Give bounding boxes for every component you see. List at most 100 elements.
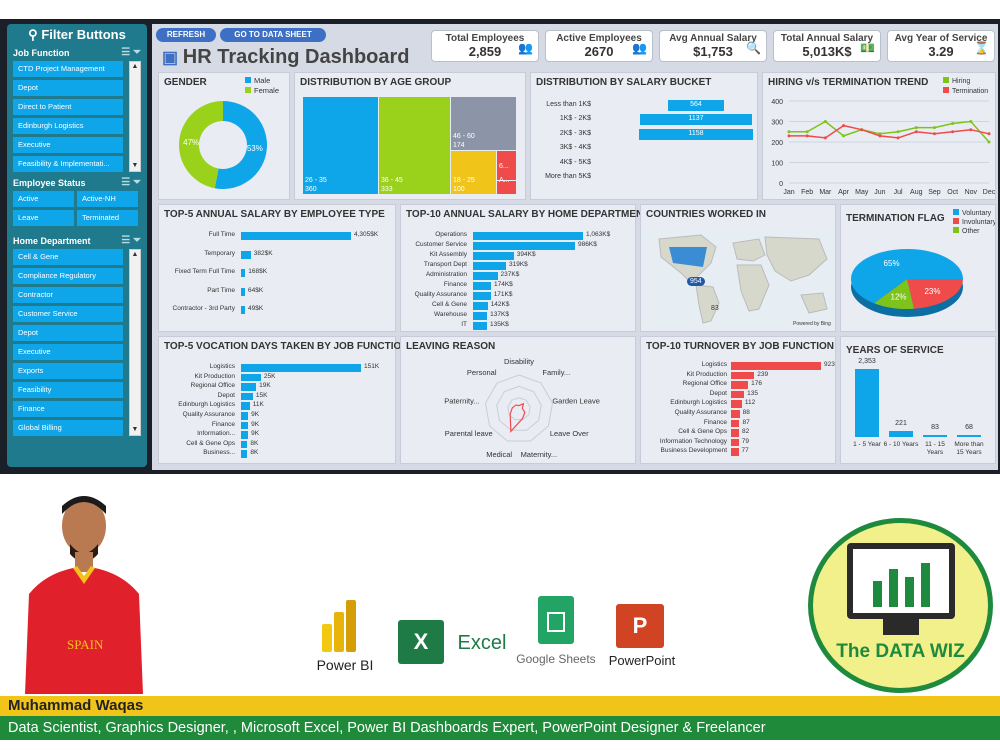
monitor-icon [847,543,955,619]
bar-category-label: Regional Office [682,380,727,388]
page-title: ▣ HR Tracking Dashboard [162,46,410,68]
bar-data-label: 171K$ [493,291,513,298]
slicer-item[interactable]: Edinburgh Logistics [13,118,123,134]
slicer-item[interactable]: CTD Project Management [13,61,123,77]
bar-data-label: 19K [259,382,271,390]
slicer-item[interactable]: Feasibility [13,382,123,398]
clear-filter-icon[interactable]: ☰ ⏷ [121,47,141,58]
age-cell: 46 - 60 174 [451,97,516,150]
slicer-item[interactable]: Feasibility & Implementati... [13,156,123,172]
y-tick-label: 400 [771,99,783,106]
bar [241,450,248,458]
slicer-item[interactable]: Contractor [13,287,123,303]
slicer-item[interactable]: Executive [13,344,123,360]
bucket-label: 4K$ - 5K$ [559,158,591,166]
radar-axis-label: Personal [467,368,497,377]
slicer-item[interactable]: Global Billing [13,420,123,436]
slicer-item[interactable]: Leave [13,210,74,226]
bar-category-label: Regional Office [190,382,235,390]
powerpoint-label: PowerPoint [608,653,676,668]
vacation-panel: TOP-5 VOCATION DAYS TAKEN BY JOB FUNCTIO… [158,336,408,464]
kpi-card-avg-salary: Avg Annual Salary $1,753 🔍 [659,30,767,62]
series-point [823,120,827,123]
logo-text: The DATA WIZ [836,641,965,662]
home-department-slicer: Cell & Gene Compliance Regulatory Contra… [13,249,141,436]
kpi-card-active-employees: Active Employees 2670 👥 [545,30,653,62]
x-tick-label: Jul [894,189,903,196]
radar-axis-label: Paternity... [444,397,479,406]
series-point [951,130,955,134]
bar-category-label: Cell & Gene Ops [186,439,235,447]
bar-data-label: 9K [251,420,260,428]
hiring-trend-panel: HIRING v/s TERMINATION TREND 0 100 200 300 4… [762,72,996,200]
slicer-item[interactable]: Active [13,191,74,207]
turnover-chart: Logistics 923 Kit Production 239 Regional Of… [641,357,837,463]
bar [473,322,487,330]
age-cell: 36 - 45 333 [379,97,450,194]
bar-category-label: Depot [709,389,727,397]
clear-filter-icon[interactable]: ☰ ⏷ [121,177,141,188]
sheets-logo [538,596,574,644]
age-treemap: 26 - 35 360 36 - 45 333 46 - 60 174 18 - 25 100… [303,97,517,195]
clear-filter-icon[interactable]: ☰ ⏷ [121,235,141,246]
bar [241,412,249,420]
bar-data-label: 112 [744,399,756,407]
legend-swatch [943,77,949,83]
bar [473,312,488,320]
slicer-item[interactable]: Active-NH [77,191,138,207]
bar [241,431,249,439]
excel-logo: X [398,620,444,664]
age-cell-label: 46 - 60 [453,133,475,140]
bar [731,419,740,428]
hiring-trend-line-chart: 0 100 200 300 400 Jan Feb Mar Apr May Jun Jul Aug Sep… [771,77,995,196]
slicer-item[interactable]: Cell & Gene [13,249,123,265]
radar-axis-label: Disability [504,357,534,366]
bar [473,252,514,260]
bar [241,373,261,382]
slicer-item[interactable]: Depot [13,80,123,96]
legend-swatch [245,87,251,93]
x-tick-label: Jan [783,189,794,196]
powerpoint-logo: P [616,604,664,648]
y-tick-label: 200 [771,140,783,147]
bucket-data-label: 1137 [688,115,704,123]
radar-axis-label: Garden Leave [552,397,600,406]
slicer-scrollbar[interactable]: ▲ ▼ [129,61,141,172]
data-wiz-logo: The DATA WIZ [808,518,993,693]
bar-category-label: Quality Assurance [674,409,727,416]
x-tick-label: Dec [983,189,995,196]
series-point [878,134,882,138]
bar-data-label: 382$K [253,249,273,257]
age-cell-label: A... [499,177,510,184]
bar [731,371,755,380]
radar-grid [496,385,542,431]
y-tick-label: 300 [771,120,783,127]
bucket-bar: 564 [668,100,724,111]
gender-panel: GENDER 53% 47% Male Female [158,72,290,200]
series-point [878,132,882,136]
world-map[interactable] [641,229,835,329]
slicer-item[interactable]: Compliance Regulatory [13,268,123,284]
slicer-item[interactable]: Finance [13,401,123,417]
legend-label: Hiring [952,78,970,85]
refresh-button[interactable]: REFRESH [156,28,216,42]
termination-slice [907,279,963,309]
slicer-item[interactable]: Customer Service [13,306,123,322]
go-to-data-sheet-button[interactable]: GO TO DATA SHEET [220,28,326,42]
bar-data-label: 1,063K$ [586,231,611,238]
home-department-header: Home Department ☰ ⏷ [7,233,147,249]
series-point [860,128,864,132]
map-bubble-label: 954 [687,277,705,286]
bar-data-label: 986K$ [578,241,597,248]
slicer-item[interactable]: Executive [13,137,123,153]
slicer-scrollbar[interactable]: ▲ ▼ [129,249,141,436]
kpi-card-avg-service: Avg Year of Service 3.29 ⌛ [887,30,995,62]
turnover-panel: TOP-10 TURNOVER BY JOB FUNCTION Logistic… [640,336,836,464]
termination-pie-chart: 65% 23% 12% Voluntary Involuntary Other [851,209,995,317]
bar [473,232,583,240]
slicer-item[interactable]: Terminated [77,210,138,226]
slicer-item[interactable]: Direct to Patient [13,99,123,115]
bar [731,438,739,447]
slicer-item[interactable]: Exports [13,363,123,379]
slicer-item[interactable]: Depot [13,325,123,341]
